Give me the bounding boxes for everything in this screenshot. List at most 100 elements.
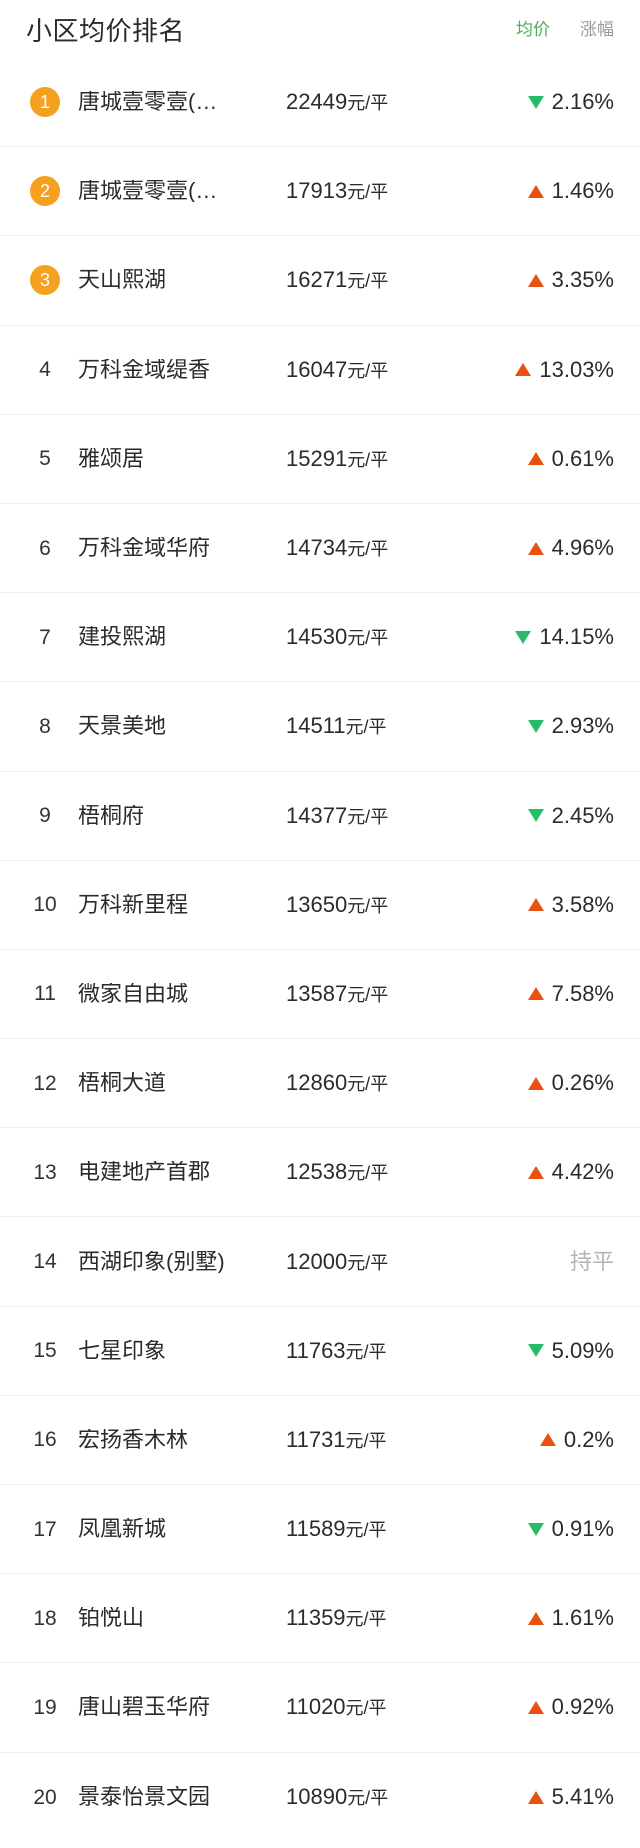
price-unit: 元/平	[347, 449, 389, 470]
price-unit: 元/平	[347, 984, 389, 1005]
ranking-list: 1 唐城壹零壹(… 22449元/平 2.16% 2 唐城壹零壹(… 17913元/平 1.4…	[0, 58, 640, 1842]
price-unit: 元/平	[347, 895, 389, 916]
community-name[interactable]: 宏扬香木林	[78, 1428, 189, 1451]
rank-number: 18	[33, 1606, 57, 1630]
price-value: 13650	[286, 891, 348, 917]
price-value: 17913	[286, 178, 348, 204]
price-unit: 元/平	[345, 717, 387, 738]
arrow-up-icon	[527, 1611, 544, 1625]
community-name[interactable]: 七星印象	[78, 1339, 167, 1362]
change-value: 0.92%	[551, 1694, 614, 1720]
price-value: 14511	[286, 713, 346, 739]
change-value: 0.61%	[551, 445, 614, 471]
price-unit: 元/平	[347, 628, 389, 649]
average-price: 11763元/平	[286, 1337, 464, 1363]
rank-cell: 1	[22, 87, 68, 118]
table-row[interactable]: 12 梧桐大道 12860元/平 0.26%	[0, 1039, 640, 1129]
rank-cell: 10	[22, 894, 68, 915]
change-value: 4.96%	[551, 535, 614, 561]
arrow-up-icon	[527, 1790, 544, 1804]
community-name[interactable]: 万科金域缇香	[78, 358, 211, 381]
rank-cell: 6	[22, 538, 68, 559]
rank-number: 8	[39, 714, 51, 738]
change-value: 3.58%	[551, 891, 614, 917]
table-row[interactable]: 17 凤凰新城 11589元/平 0.91%	[0, 1485, 640, 1575]
rank-number: 20	[33, 1785, 57, 1809]
table-row[interactable]: 20 景泰怡景文园 10890元/平 5.41%	[0, 1752, 640, 1842]
change-rate: 0.91%	[464, 1518, 614, 1540]
average-price: 17913元/平	[286, 180, 464, 202]
average-price: 22449元/平	[286, 91, 464, 113]
community-name[interactable]: 唐山碧玉华府	[78, 1696, 211, 1719]
rank-badge: 3	[30, 265, 60, 296]
table-row[interactable]: 16 宏扬香木林 11731元/平 0.2%	[0, 1395, 640, 1485]
arrow-up-icon	[527, 1076, 544, 1090]
change-rate: 3.35%	[464, 269, 614, 291]
community-name[interactable]: 唐城壹零壹(…	[78, 91, 218, 114]
price-value: 14377	[286, 802, 348, 828]
average-price: 12538元/平	[286, 1161, 464, 1183]
change-value: 1.61%	[551, 1605, 614, 1631]
arrow-down-icon	[527, 95, 544, 109]
community-name[interactable]: 铂悦山	[78, 1607, 145, 1630]
price-unit: 元/平	[347, 182, 389, 203]
community-name[interactable]: 建投熙湖	[78, 626, 167, 649]
community-name[interactable]: 景泰怡景文园	[78, 1786, 211, 1809]
table-row[interactable]: 1 唐城壹零壹(… 22449元/平 2.16%	[0, 58, 640, 148]
table-row[interactable]: 8 天景美地 14511元/平 2.93%	[0, 682, 640, 772]
tab-average-price[interactable]: 均价	[516, 19, 550, 39]
community-name[interactable]: 梧桐府	[78, 804, 145, 827]
price-unit: 元/平	[345, 1430, 387, 1451]
rank-cell: 17	[22, 1519, 68, 1540]
community-name[interactable]: 梧桐大道	[78, 1072, 167, 1095]
average-price: 11731元/平	[286, 1428, 464, 1451]
table-row[interactable]: 13 电建地产首郡 12538元/平 4.42%	[0, 1128, 640, 1218]
table-row[interactable]: 2 唐城壹零壹(… 17913元/平 1.46%	[0, 147, 640, 237]
price-value: 13587	[286, 980, 348, 1006]
table-row[interactable]: 15 七星印象 11763元/平 5.09%	[0, 1306, 640, 1396]
change-value: 3.35%	[551, 267, 614, 293]
table-row[interactable]: 4 万科金域缇香 16047元/平 13.03%	[0, 325, 640, 415]
community-name[interactable]: 唐城壹零壹(…	[78, 180, 218, 203]
table-row[interactable]: 3 天山熙湖 16271元/平 3.35%	[0, 236, 640, 326]
price-value: 11020	[286, 1694, 346, 1720]
average-price: 11020元/平	[286, 1696, 464, 1718]
price-unit: 元/平	[347, 1074, 389, 1095]
community-name[interactable]: 西湖印象(别墅)	[78, 1250, 225, 1273]
community-name[interactable]: 微家自由城	[78, 982, 189, 1005]
price-unit: 元/平	[347, 271, 389, 292]
community-name[interactable]: 天景美地	[78, 715, 167, 738]
table-row[interactable]: 11 微家自由城 13587元/平 7.58%	[0, 949, 640, 1040]
rank-number: 14	[33, 1250, 57, 1274]
change-value: 5.41%	[551, 1784, 614, 1810]
table-row[interactable]: 10 万科新里程 13650元/平 3.58%	[0, 860, 640, 950]
table-row[interactable]: 5 雅颂居 15291元/平 0.61%	[0, 414, 640, 504]
price-value: 11763	[286, 1337, 346, 1363]
change-rate: 2.93%	[464, 715, 614, 737]
community-name[interactable]: 雅颂居	[78, 447, 145, 470]
arrow-up-icon	[527, 273, 544, 287]
table-row[interactable]: 6 万科金域华府 14734元/平 4.96%	[0, 503, 640, 594]
rank-cell: 9	[22, 805, 68, 826]
tab-change-rate[interactable]: 涨幅	[580, 19, 614, 39]
community-name[interactable]: 万科金域华府	[78, 537, 211, 560]
rank-number: 13	[33, 1160, 57, 1184]
arrow-up-icon	[527, 184, 544, 198]
price-value: 15291	[286, 445, 348, 471]
rank-cell: 8	[22, 716, 68, 737]
change-value: 1.46%	[551, 178, 614, 204]
rank-number: 15	[33, 1339, 57, 1363]
table-row[interactable]: 14 西湖印象(别墅) 12000元/平 持平	[0, 1217, 640, 1307]
change-value: 2.16%	[551, 89, 614, 115]
table-row[interactable]: 7 建投熙湖 14530元/平 14.15%	[0, 593, 640, 683]
change-value: 4.42%	[551, 1159, 614, 1185]
price-unit: 元/平	[347, 806, 389, 827]
table-row[interactable]: 18 铂悦山 11359元/平 1.61%	[0, 1574, 640, 1664]
community-name[interactable]: 凤凰新城	[78, 1518, 167, 1541]
table-row[interactable]: 9 梧桐府 14377元/平 2.45%	[0, 771, 640, 861]
community-name[interactable]: 天山熙湖	[78, 269, 167, 292]
community-name[interactable]: 电建地产首郡	[78, 1161, 211, 1184]
table-row[interactable]: 19 唐山碧玉华府 11020元/平 0.92%	[0, 1663, 640, 1753]
rank-badge: 2	[30, 176, 60, 207]
community-name[interactable]: 万科新里程	[78, 893, 189, 916]
